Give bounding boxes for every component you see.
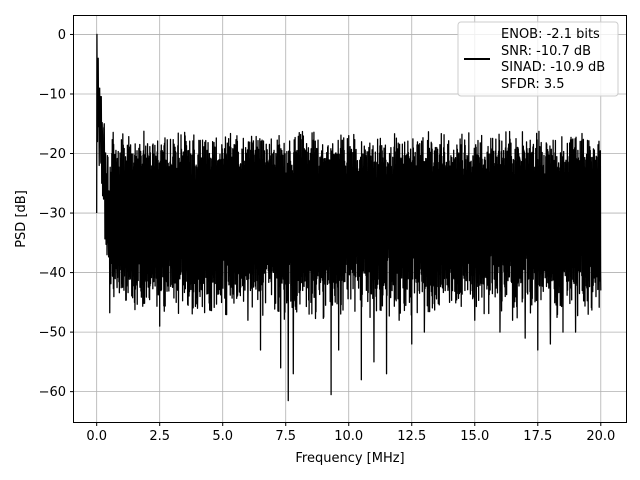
psd-series-line [96, 33, 602, 402]
plot-area [96, 33, 602, 402]
y-tick-label: −50 [39, 326, 66, 341]
y-tick-label: −40 [39, 266, 66, 281]
legend-entry-sfdr: SFDR: 3.5 [501, 77, 565, 92]
legend-entry-sinad: SINAD: -10.9 dB [501, 60, 605, 75]
y-axis-label: PSD [dB] [14, 190, 29, 248]
x-tick-label: 7.5 [275, 429, 296, 444]
legend: ENOB: -2.1 bits SNR: -10.7 dB SINAD: -10… [457, 21, 619, 97]
y-axis-ticks: 0 −10 −20 −30 −40 −50 −60 [39, 28, 74, 400]
x-axis-ticks: 0.0 2.5 5.0 7.5 10.0 12.5 15.0 17.5 20.0 [86, 422, 615, 444]
y-tick-label: −30 [39, 207, 66, 222]
x-tick-label: 10.0 [334, 429, 363, 444]
x-tick-label: 15.0 [460, 429, 489, 444]
x-tick-label: 12.5 [397, 429, 426, 444]
x-tick-label: 2.5 [149, 429, 170, 444]
legend-entry-enob: ENOB: -2.1 bits [501, 27, 600, 42]
y-tick-label: −20 [39, 147, 66, 162]
x-axis-label: Frequency [MHz] [295, 451, 404, 466]
axes-frame [73, 15, 627, 423]
x-tick-label: 0.0 [86, 429, 107, 444]
x-tick-label: 20.0 [586, 429, 615, 444]
y-tick-label: −10 [39, 87, 66, 102]
y-tick-label: −60 [39, 385, 66, 400]
legend-entry-snr: SNR: -10.7 dB [501, 44, 591, 59]
x-tick-label: 5.0 [212, 429, 233, 444]
y-tick-label: 0 [58, 28, 66, 43]
x-tick-label: 17.5 [523, 429, 552, 444]
legend-box [457, 21, 619, 97]
